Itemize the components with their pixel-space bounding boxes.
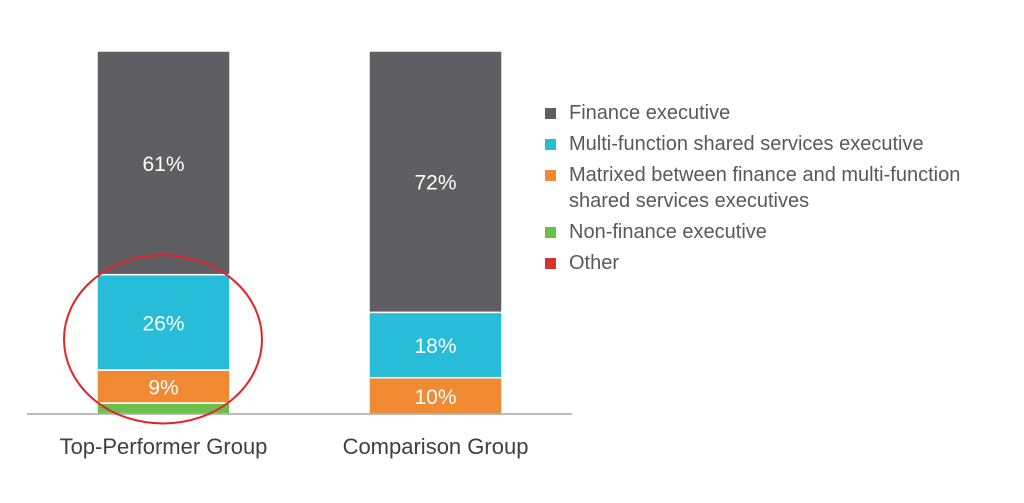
data-label: 72%: [414, 172, 456, 195]
x-tick-label: Comparison Group: [343, 434, 529, 459]
bar-comparison-group-matrixed-between-finance-and-multi-function-shared-services-executives: [368, 376, 503, 415]
legend-item: Multi-function shared services executive: [543, 131, 1013, 157]
bar-comparison-group-multi-function-shared-services-executive: [368, 311, 503, 379]
legend-swatch: [545, 258, 556, 269]
legend-label: Matrixed between finance and multi-funct…: [569, 164, 961, 212]
data-label: 61%: [142, 153, 184, 176]
chart-legend: Finance executive Multi-function shared s…: [543, 100, 1013, 281]
bar-top-performer-group-finance-executive: [96, 50, 231, 276]
highlight-ellipse: [63, 254, 263, 425]
bar-top-performer-group-multi-function-shared-services-executive: [96, 273, 231, 371]
legend-label: Finance executive: [569, 102, 731, 124]
legend-item: Matrixed between finance and multi-funct…: [543, 162, 1013, 214]
bar-comparison-group-finance-executive: [368, 50, 503, 314]
legend-label: Multi-function shared services executive: [569, 133, 924, 155]
data-label: 10%: [414, 386, 456, 409]
data-label: 18%: [414, 335, 456, 358]
legend-swatch: [545, 108, 556, 119]
data-label: 26%: [142, 312, 184, 335]
legend-swatch: [545, 170, 556, 181]
legend-item: Finance executive: [543, 100, 1013, 126]
legend-swatch: [545, 139, 556, 150]
legend-swatch: [545, 227, 556, 238]
legend-item: Non-finance executive: [543, 219, 1013, 245]
data-label: 9%: [148, 377, 178, 400]
legend-item: Other: [543, 250, 1013, 276]
legend-label: Other: [569, 252, 620, 274]
x-tick-label: Top-Performer Group: [60, 434, 268, 459]
legend-label: Non-finance executive: [569, 221, 767, 243]
